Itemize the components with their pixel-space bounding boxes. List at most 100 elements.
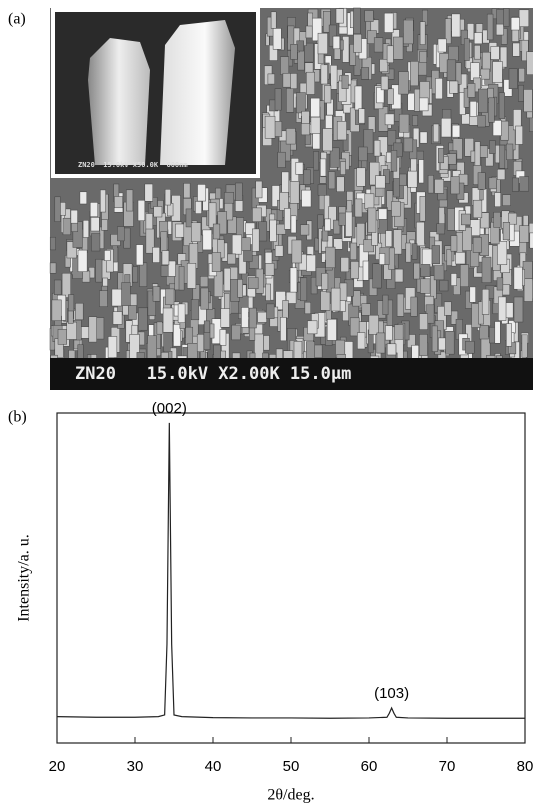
sem-pillar xyxy=(374,140,380,156)
sem-pillar xyxy=(331,65,337,89)
sem-pillar xyxy=(451,274,457,286)
sem-pillar xyxy=(331,288,340,311)
sem-pillar xyxy=(238,279,243,297)
sem-pillar xyxy=(337,121,346,140)
sem-pillar xyxy=(362,304,371,316)
sem-pillar xyxy=(306,72,314,94)
sem-pillar xyxy=(438,39,446,52)
sem-pillar xyxy=(55,197,61,222)
sem-pillar xyxy=(447,60,456,81)
sem-pillar xyxy=(524,89,533,111)
sem-pillar xyxy=(506,324,511,347)
sem-pillar xyxy=(232,235,241,254)
sem-pillar xyxy=(451,177,459,194)
sem-pillar xyxy=(89,317,97,342)
sem-pillar xyxy=(83,220,89,237)
sem-pillar xyxy=(195,201,201,213)
sem-pillar xyxy=(228,254,236,264)
sem-pillar xyxy=(325,219,331,231)
sem-pillar xyxy=(297,41,304,51)
sem-pillar xyxy=(254,334,263,359)
sem-pillar xyxy=(388,89,394,104)
sem-pillar xyxy=(280,317,286,341)
sem-pillar xyxy=(379,254,385,265)
sem-pillar xyxy=(511,18,519,31)
sem-pillar xyxy=(296,162,303,174)
sem-pillar xyxy=(420,98,429,111)
sem-pillar xyxy=(282,172,289,195)
sem-pillar xyxy=(306,255,315,271)
sem-pillar xyxy=(383,295,388,315)
sem-pillar xyxy=(283,300,289,318)
sem-pillar xyxy=(399,174,406,186)
sem-pillar xyxy=(275,89,281,110)
sem-pillar xyxy=(478,89,487,113)
sem-pillar xyxy=(318,33,328,54)
sem-pillar xyxy=(256,181,262,198)
x-axis-label: 2θ/deg. xyxy=(267,787,314,804)
sem-pillar xyxy=(379,209,387,220)
sem-pillar xyxy=(461,214,470,225)
sem-pillar xyxy=(500,145,505,168)
sem-pillar xyxy=(385,114,394,125)
sem-pillar xyxy=(145,184,153,201)
sem-pillar xyxy=(63,218,71,235)
sem-pillar xyxy=(512,178,518,192)
sem-pillar xyxy=(412,116,417,126)
sem-pillar xyxy=(248,278,258,289)
sem-pillar xyxy=(321,291,330,310)
sem-pillar xyxy=(353,8,360,34)
sem-pillar xyxy=(311,98,320,117)
sem-pillar xyxy=(286,88,293,112)
sem-pillar xyxy=(487,14,493,40)
sem-pillar xyxy=(498,297,506,321)
sem-pillar xyxy=(460,265,468,287)
sem-pillar xyxy=(489,98,495,123)
sem-pillar xyxy=(497,278,503,290)
sem-pillar xyxy=(452,125,460,137)
sem-pillar xyxy=(235,183,242,201)
sem-pillar xyxy=(420,51,427,62)
sem-pillar xyxy=(82,271,90,282)
sem-pillar xyxy=(241,307,248,327)
sem-pillar xyxy=(357,333,365,349)
sem-pillar xyxy=(281,57,289,75)
sem-pillar xyxy=(375,176,385,188)
sem-pillar xyxy=(326,247,336,268)
sem-pillar xyxy=(291,73,297,88)
sem-pillar xyxy=(157,322,162,334)
sem-pillar xyxy=(100,190,105,212)
sem-pillar xyxy=(391,150,397,171)
sem-pillar xyxy=(522,335,527,358)
sem-pillar xyxy=(404,138,413,152)
sem-pillar xyxy=(420,279,430,294)
sem-pillar xyxy=(475,142,480,168)
sem-pillar xyxy=(495,322,500,344)
sem-pillar xyxy=(336,9,343,24)
sem-pillar xyxy=(340,283,347,301)
sem-pillar xyxy=(258,312,267,322)
sem-pillar xyxy=(387,344,396,355)
sem-pillar xyxy=(473,237,481,252)
sem-pillar xyxy=(361,68,368,80)
sem-pillar xyxy=(329,172,335,189)
sem-pillar xyxy=(350,243,356,260)
sem-pillar xyxy=(78,250,87,272)
sem-pillar xyxy=(302,190,311,207)
sem-pillar xyxy=(440,280,448,291)
sem-pillar xyxy=(203,230,212,250)
data-line xyxy=(57,423,525,718)
sem-pillar xyxy=(179,266,184,290)
sem-pillar xyxy=(473,200,482,218)
sem-pillar xyxy=(50,263,56,273)
sem-pillar xyxy=(165,189,171,205)
sem-pillar xyxy=(267,304,275,319)
sem-pillar xyxy=(71,210,78,223)
sem-pillar xyxy=(100,291,108,307)
sem-pillar xyxy=(448,46,458,61)
sem-pillar xyxy=(213,224,220,239)
sem-pillar xyxy=(527,52,533,75)
sem-pillar xyxy=(264,336,270,351)
sem-pillar xyxy=(322,273,328,289)
sem-pillar xyxy=(58,329,67,344)
